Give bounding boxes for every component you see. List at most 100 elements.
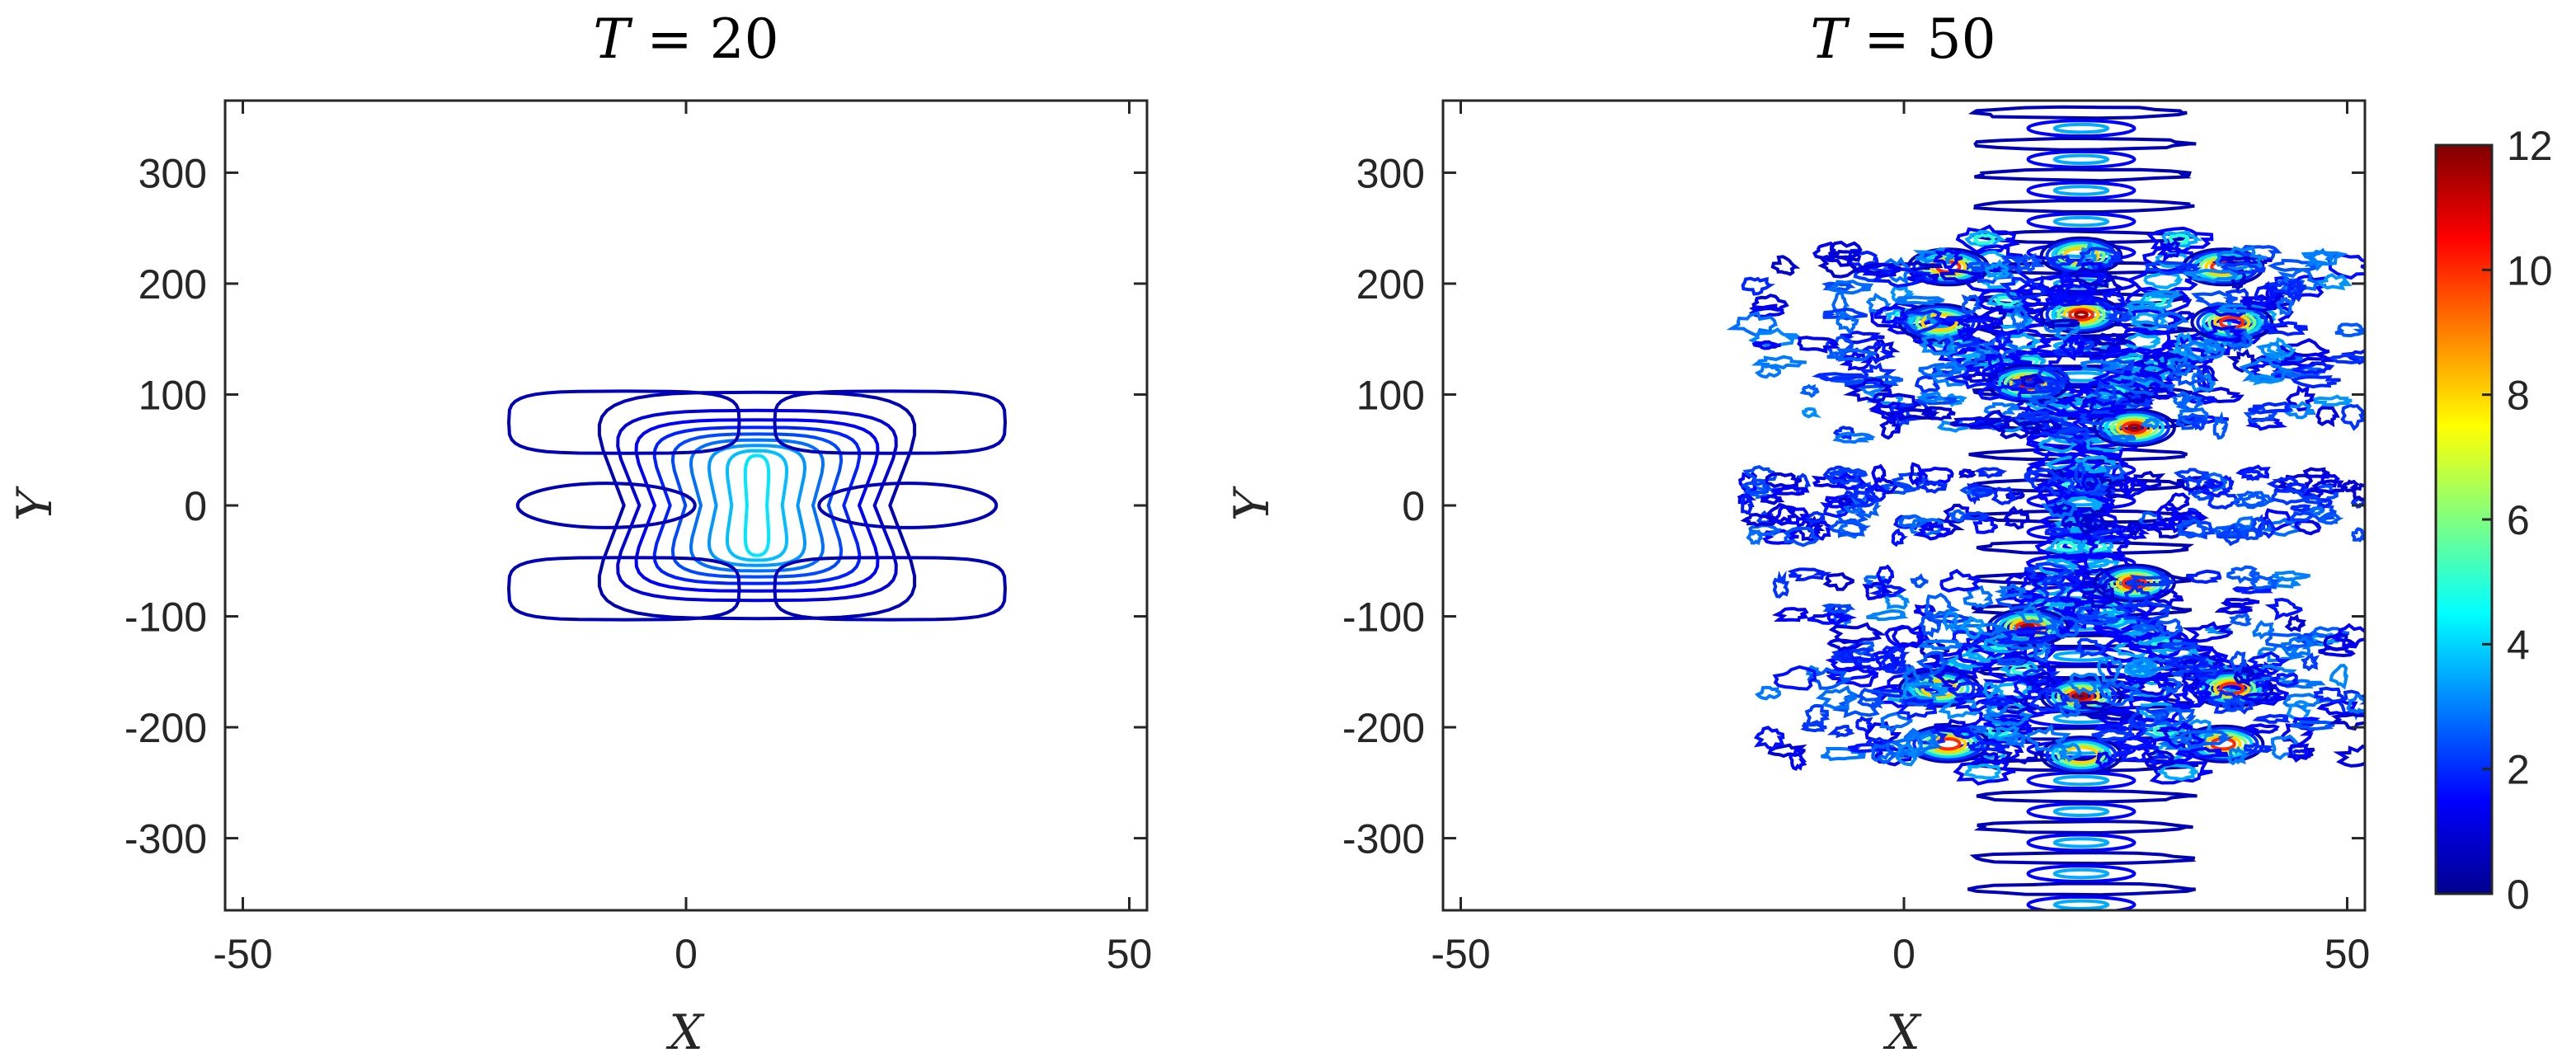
contour-noise	[1944, 336, 1981, 348]
contour-noise	[1891, 528, 1908, 547]
contour-noise	[1995, 657, 2028, 666]
contour-noise	[2340, 403, 2365, 431]
contour-noise	[1971, 487, 1999, 499]
contour-noise	[1774, 505, 1811, 526]
contour-peak	[2121, 421, 2148, 435]
contour-noise	[2290, 361, 2335, 375]
contour-noise	[2294, 519, 2322, 536]
contour-noise	[1985, 694, 2012, 718]
contour-noise	[2287, 743, 2315, 764]
y-tick-label: -300	[1342, 816, 1425, 862]
contour-noise	[2112, 734, 2156, 751]
contour-noise	[2267, 258, 2321, 272]
contour-noise	[2111, 599, 2174, 624]
contour-noise	[1983, 409, 2014, 433]
contour-noise	[2144, 749, 2177, 772]
contour-noise	[1770, 485, 1810, 496]
y-tick-label: 0	[184, 483, 207, 529]
contour-noise	[2092, 724, 2130, 733]
contour-noise	[1856, 687, 1883, 709]
contour-noise	[1946, 681, 1987, 701]
contour-noise	[2028, 687, 2071, 712]
contour-arm-mid	[1964, 229, 2007, 248]
ticks-left: -50 0 50 -300 -200 -100 0 100 200 300	[125, 101, 1152, 977]
contour-column-core	[2052, 215, 2110, 228]
contour-noise	[1871, 463, 1887, 483]
contour-noise	[2073, 462, 2089, 484]
contour-peak	[2039, 676, 2123, 716]
contour-arm-mid	[1986, 291, 2025, 310]
contour-noise	[2289, 511, 2315, 522]
contour-column-cell	[2026, 181, 2136, 200]
contour-noise	[1916, 391, 1947, 403]
contour-noise	[2167, 363, 2209, 387]
plot-title-right-eq: = 50	[1846, 7, 1995, 71]
contour-noise	[2239, 691, 2286, 703]
colorbar-tick-label: 0	[2507, 872, 2530, 918]
x-axis-label-right: X	[1883, 1004, 1922, 1060]
contour-noise	[1799, 383, 1820, 398]
contour-noise	[2028, 393, 2057, 408]
contour-noise	[1825, 335, 1854, 361]
contour-column-core	[2052, 774, 2110, 787]
contour-noise	[2067, 267, 2118, 289]
contour-noise	[2235, 665, 2266, 683]
contour-noise	[2074, 399, 2127, 419]
contour-noise	[2130, 674, 2174, 697]
contour-noise	[1751, 355, 1807, 370]
contour-noise	[1804, 704, 1831, 727]
contour-noise	[2226, 565, 2261, 585]
contour-noise	[2005, 570, 2045, 596]
colorbar-tick-label: 10	[2507, 247, 2553, 294]
contour-peak	[2051, 740, 2112, 770]
contour-column-outer	[1969, 851, 2197, 866]
contour-noise	[2132, 657, 2160, 674]
contour-noise	[2334, 322, 2365, 338]
contour-noise	[1997, 740, 2044, 765]
contour-noise	[1887, 727, 1943, 757]
x-tick-label: 0	[1892, 931, 1916, 977]
contour-noise	[1754, 364, 1782, 379]
contour-noise	[2127, 706, 2169, 730]
contour-noise	[1896, 697, 1938, 721]
contour-noise	[1994, 583, 2027, 599]
contour-column-core	[2052, 806, 2110, 817]
contour-noise	[2061, 509, 2080, 529]
contour-ring	[670, 432, 844, 579]
contour-noise	[1828, 518, 1872, 538]
contour-noise	[2037, 275, 2075, 300]
contour-noise	[2179, 519, 2216, 540]
y-tick-label: -300	[125, 816, 207, 862]
contour-noise	[1962, 510, 1989, 521]
contour-noise	[2188, 661, 2226, 679]
contour-noise	[2010, 252, 2046, 273]
y-tick-label: 200	[139, 261, 207, 308]
contour-peak	[2127, 423, 2142, 432]
y-tick-label: 200	[1356, 261, 1425, 308]
contour-arm-mid	[1997, 660, 2040, 679]
contour-noise	[2266, 476, 2299, 493]
contour-noise	[1961, 294, 1982, 315]
contour-noise	[2264, 597, 2303, 621]
colorbar-tick-label: 4	[2507, 622, 2530, 668]
contour-ring	[634, 418, 880, 593]
contour-noise	[1999, 276, 2049, 301]
contour-ring	[597, 390, 917, 621]
contour-noise	[2047, 255, 2079, 268]
contour-noise	[2250, 514, 2266, 537]
contour-noise	[1932, 665, 1968, 685]
contour-column-core	[2052, 153, 2110, 166]
contour-noise	[1994, 327, 2014, 347]
contour-noise	[1960, 371, 2000, 383]
contour-peak	[2045, 679, 2118, 713]
contour-noise	[1772, 570, 1790, 599]
contour-noise	[1906, 271, 1939, 284]
contour-noise	[1828, 622, 1887, 644]
contour-noise	[1740, 493, 1755, 515]
contour-noise	[2141, 417, 2160, 429]
contour-peak	[2062, 305, 2100, 324]
contour-noise	[2243, 723, 2280, 736]
contour-arm-outer	[2109, 676, 2185, 703]
contour-noise	[2287, 278, 2306, 307]
contour-noise	[2127, 717, 2148, 741]
